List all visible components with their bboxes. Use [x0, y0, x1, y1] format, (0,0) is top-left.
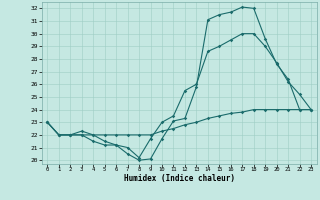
X-axis label: Humidex (Indice chaleur): Humidex (Indice chaleur): [124, 174, 235, 183]
